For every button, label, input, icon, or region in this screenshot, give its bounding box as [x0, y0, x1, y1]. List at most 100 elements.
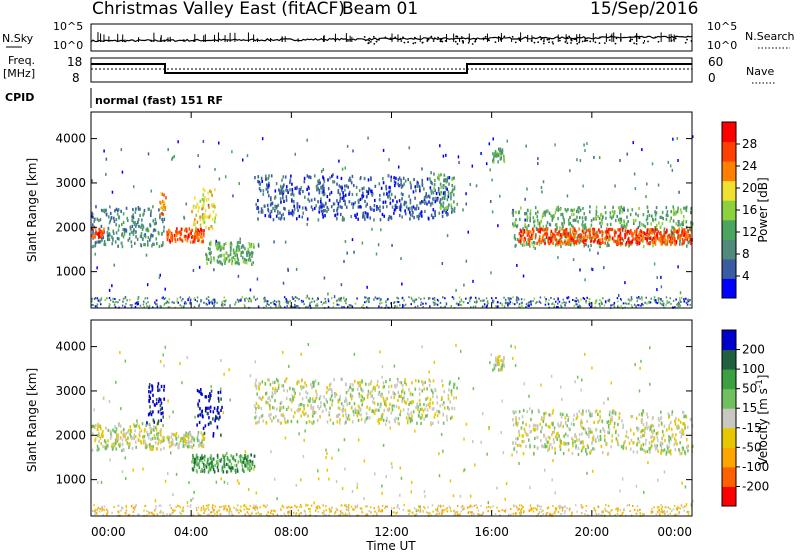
echo-cell	[98, 218, 100, 223]
echo-speckle	[175, 472, 178, 476]
echo-speckle	[223, 372, 225, 376]
echo-cell	[527, 231, 530, 236]
echo-speckle	[648, 425, 650, 429]
echo-cell	[209, 392, 211, 396]
near-range-echo	[461, 505, 464, 508]
echo-cell	[396, 200, 398, 204]
near-range-echo	[544, 303, 547, 306]
near-range-echo	[585, 301, 587, 304]
echo-cell	[599, 238, 601, 242]
near-range-echo	[492, 301, 495, 304]
near-range-echo	[476, 506, 478, 509]
near-range-echo	[503, 305, 506, 308]
echo-cell	[158, 208, 160, 212]
echo-cell	[298, 214, 301, 219]
near-range-echo	[113, 301, 116, 304]
echo-cell	[685, 205, 688, 209]
near-range-echo	[657, 297, 659, 300]
near-range-echo	[397, 297, 400, 300]
echo-speckle	[457, 155, 460, 159]
echo-speckle	[249, 288, 252, 292]
echo-cell	[610, 216, 613, 220]
echo-cell	[562, 230, 565, 234]
echo-speckle	[170, 451, 172, 455]
echo-speckle	[215, 480, 218, 484]
echo-cell	[370, 176, 372, 180]
near-range-echo	[385, 505, 387, 508]
echo-cell	[140, 225, 142, 229]
echo-speckle	[388, 158, 390, 162]
colorbar-swatch	[722, 180, 736, 201]
echo-cell	[543, 228, 546, 232]
near-range-echo	[588, 301, 591, 304]
echo-cell	[665, 239, 668, 243]
echo-cell	[180, 437, 182, 442]
echo-cell	[601, 237, 604, 241]
echo-cell	[666, 242, 669, 246]
echo-speckle	[305, 503, 307, 507]
near-range-echo	[522, 506, 524, 509]
echo-cell	[670, 234, 673, 238]
near-range-echo	[428, 297, 431, 300]
near-range-echo	[295, 512, 298, 515]
near-range-echo	[198, 513, 200, 516]
echo-cell	[166, 237, 169, 242]
echo-speckle	[480, 440, 482, 444]
echo-speckle	[486, 452, 488, 456]
echo-cell	[649, 236, 651, 241]
echo-cell	[160, 401, 163, 405]
echo-cell	[371, 189, 373, 193]
echo-cell	[137, 206, 140, 210]
nsearch-point	[546, 38, 549, 41]
near-range-echo	[568, 507, 571, 510]
near-range-echo	[641, 298, 643, 301]
echo-cell	[337, 190, 340, 194]
echo-speckle	[276, 497, 278, 501]
near-range-echo	[678, 301, 680, 304]
near-range-echo	[387, 298, 389, 301]
echo-cell	[516, 238, 519, 242]
echo-speckle	[657, 183, 660, 187]
echo-cell	[512, 210, 515, 214]
echo-cell	[337, 204, 340, 208]
near-range-echo	[295, 513, 297, 516]
echo-cell	[209, 409, 212, 413]
echo-cell	[268, 214, 270, 218]
near-range-echo	[300, 299, 303, 302]
echo-cell	[178, 445, 180, 450]
near-range-echo	[287, 510, 289, 513]
echo-cell	[533, 220, 535, 224]
echo-cell	[184, 235, 187, 239]
echo-speckle	[637, 226, 639, 230]
echo-cell	[143, 233, 146, 238]
near-range-echo	[523, 298, 526, 301]
echo-speckle	[572, 258, 575, 262]
echo-speckle	[510, 344, 512, 348]
near-range-echo	[375, 513, 378, 516]
echo-cell	[613, 231, 616, 235]
echo-cell	[324, 202, 327, 206]
echo-cell	[236, 256, 239, 260]
echo-speckle	[109, 219, 112, 223]
echo-cell	[632, 237, 634, 241]
echo-cell	[244, 464, 246, 468]
echo-cell	[359, 176, 362, 180]
echo-cell	[208, 406, 210, 410]
echo-cell	[430, 213, 433, 217]
nsearch-point	[412, 42, 415, 45]
echo-speckle	[295, 483, 298, 487]
echo-speckle	[471, 164, 474, 168]
echo-cell	[577, 239, 579, 243]
near-range-echo	[149, 304, 151, 307]
echo-cell	[125, 206, 128, 210]
echo-speckle	[463, 437, 465, 441]
echo-cell	[585, 229, 588, 233]
echo-cell	[133, 433, 136, 437]
near-range-echo	[255, 504, 257, 507]
echo-cell	[97, 431, 100, 435]
echo-cell	[208, 462, 211, 466]
near-range-echo	[444, 297, 446, 300]
echo-speckle	[452, 296, 455, 300]
echo-cell	[513, 234, 516, 238]
echo-cell	[110, 444, 113, 448]
